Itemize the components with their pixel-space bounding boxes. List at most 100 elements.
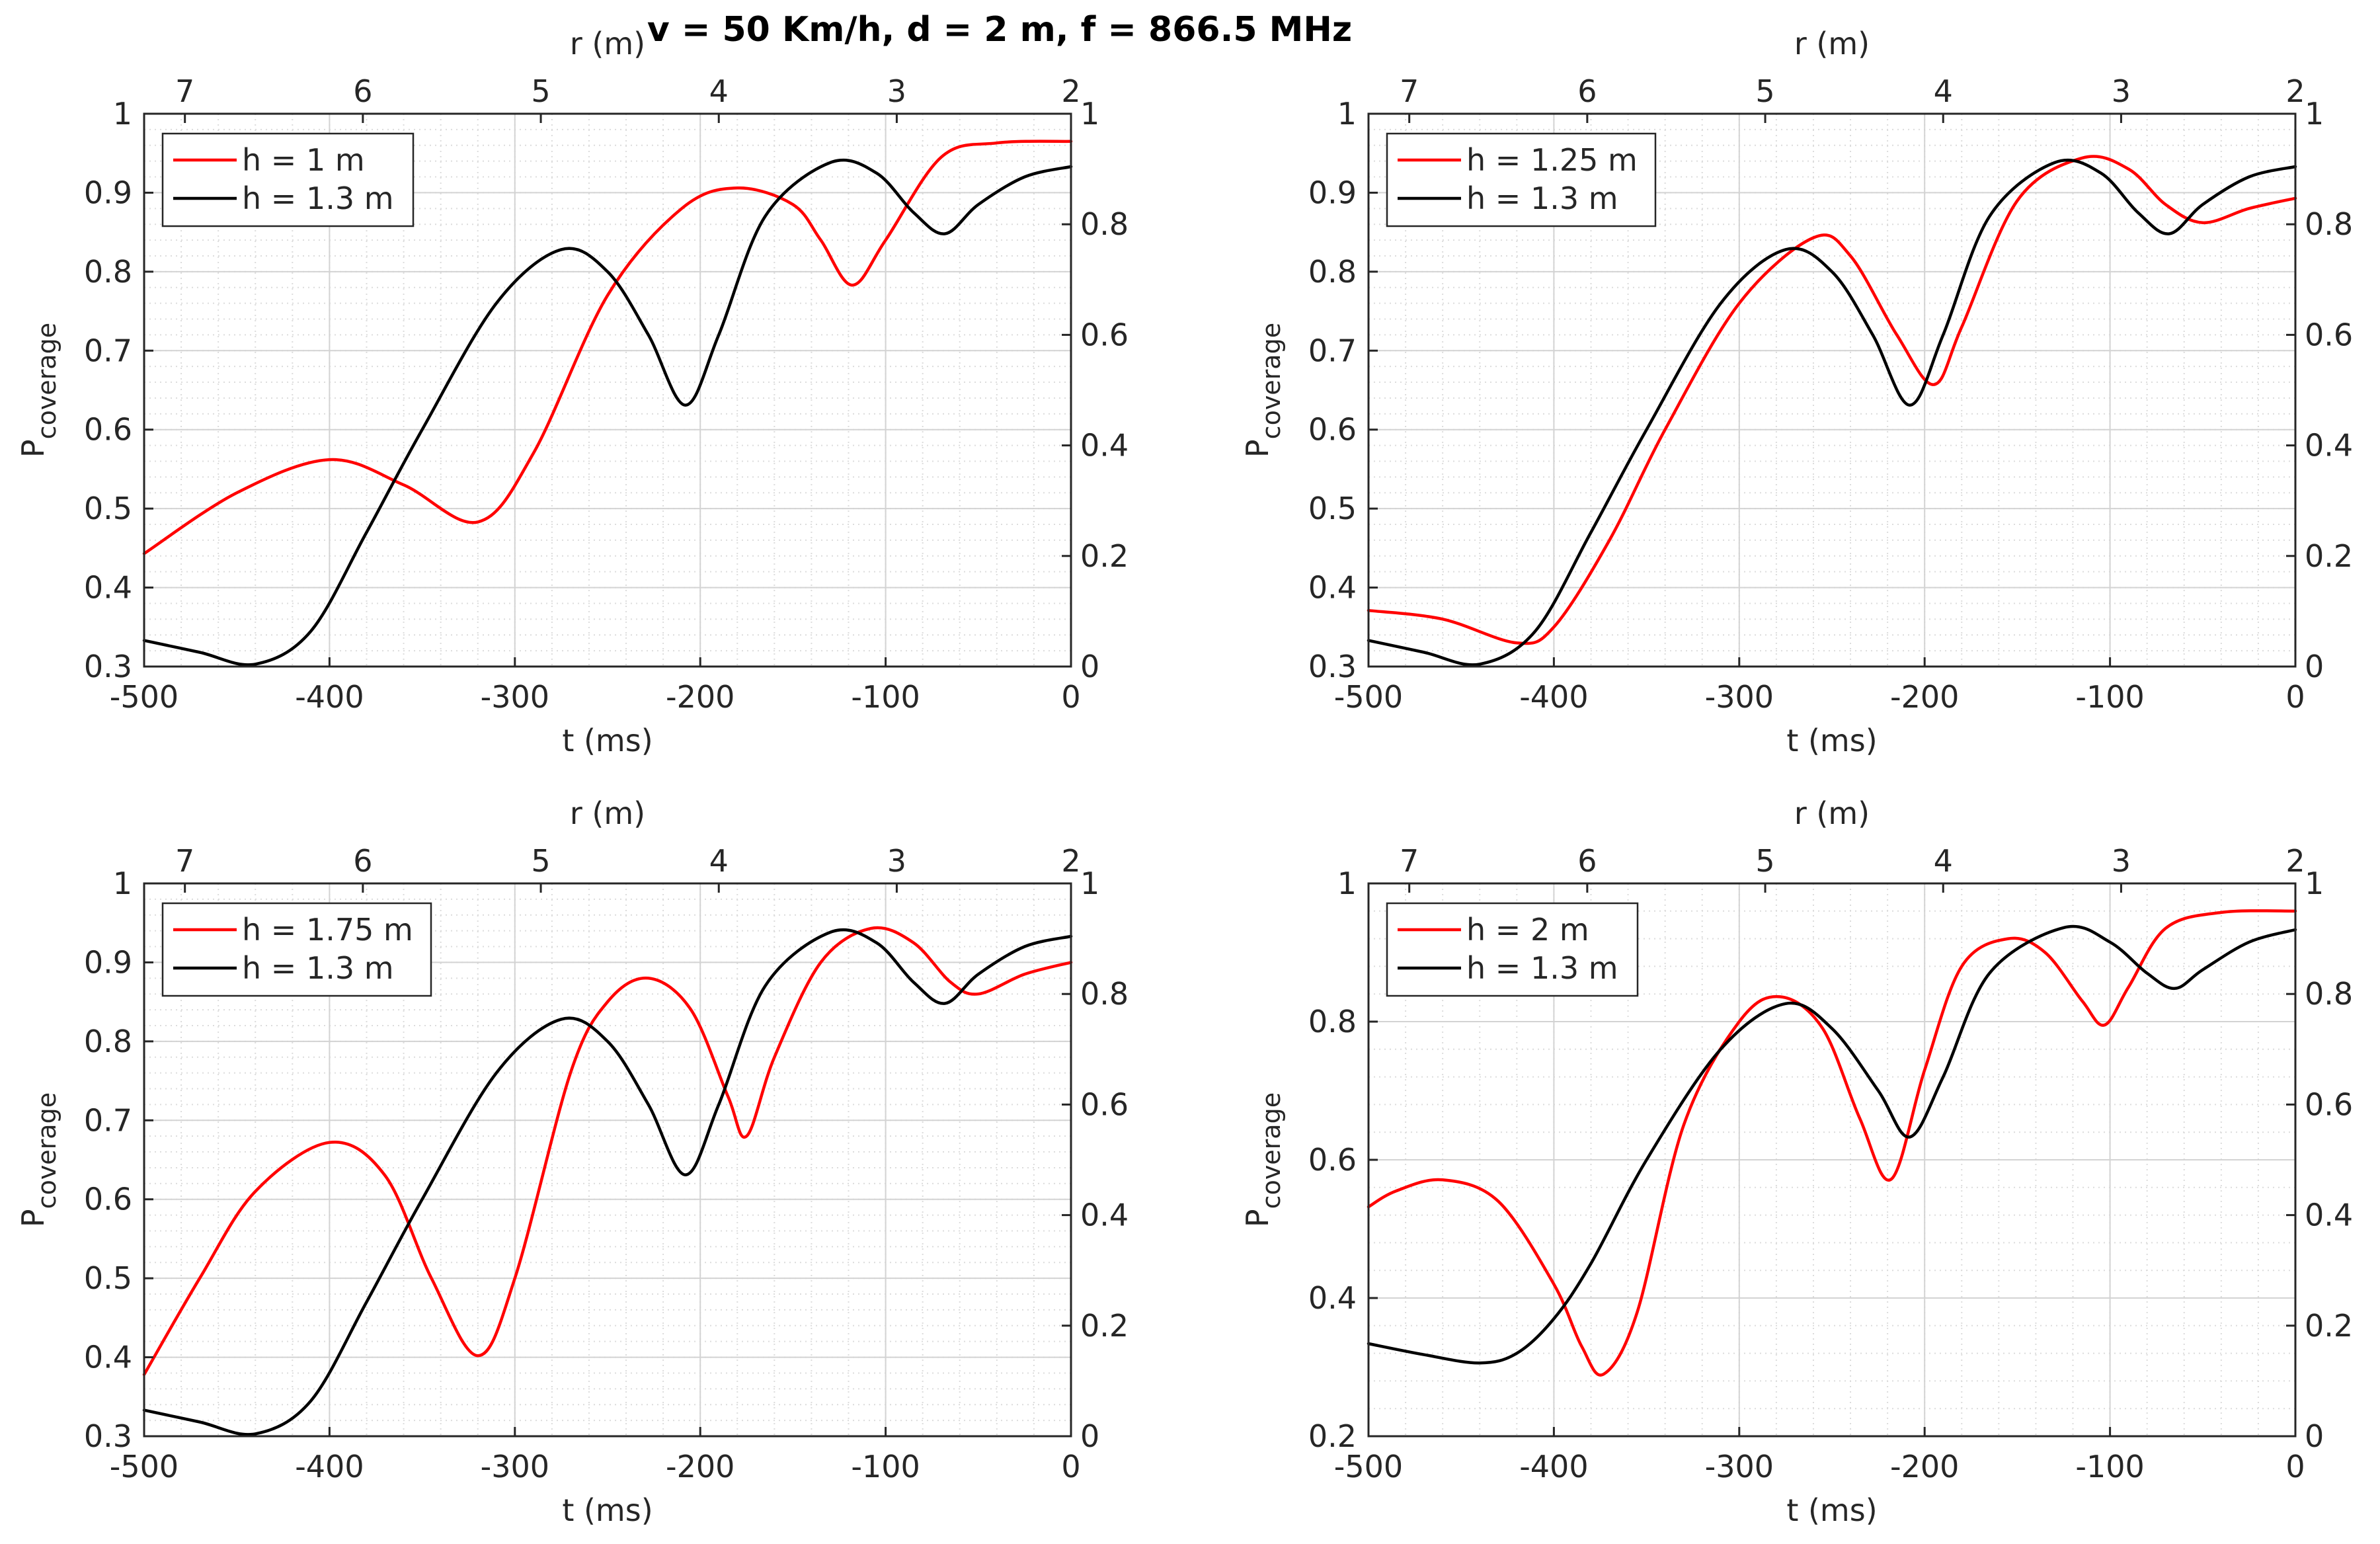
legend-label-1: h = 2 m bbox=[1466, 912, 1589, 948]
legend-label-2: h = 1.3 m bbox=[1466, 181, 1618, 216]
series-line-2 bbox=[1367, 924, 2297, 1365]
right-y-tick-label: 0.2 bbox=[2305, 1308, 2353, 1344]
top-x-tick-label: 3 bbox=[2112, 843, 2131, 879]
y-tick-label: 0.5 bbox=[84, 491, 132, 526]
subplot-3: -500 -400 -300 -200 -100 0 t (ms) 7 6 5 4 3 2 r (m) 0.… bbox=[15, 795, 1129, 1528]
top-x-tick-label: 3 bbox=[887, 843, 906, 879]
y-tick-label: 0.9 bbox=[84, 944, 132, 980]
subplot-4: -500 -400 -300 -200 -100 0 t (ms) 7 6 5 4 3 2 r (m) 0.… bbox=[1240, 795, 2353, 1528]
y-tick-label: 0.8 bbox=[1308, 254, 1357, 290]
x-tick-label: -200 bbox=[1890, 1449, 1959, 1484]
top-x-axis-label: r (m) bbox=[1794, 795, 1870, 831]
y-tick-label: 0.2 bbox=[1308, 1418, 1357, 1454]
right-y-tick-label: 0.8 bbox=[2305, 976, 2353, 1012]
y-tick-label: 1 bbox=[113, 866, 132, 901]
x-axis-top: 7 6 5 4 3 2 r (m) bbox=[175, 795, 1081, 893]
top-x-tick-label: 5 bbox=[531, 73, 550, 109]
series-group bbox=[142, 140, 1073, 667]
y-tick-label: 0.6 bbox=[84, 412, 132, 448]
x-axis-label: t (ms) bbox=[562, 723, 653, 758]
legend-label-1: h = 1 m bbox=[242, 142, 365, 178]
x-tick-label: 0 bbox=[2285, 679, 2305, 715]
y-tick-label: 0.7 bbox=[84, 333, 132, 368]
y-axis-label-main: P bbox=[15, 1209, 51, 1227]
top-x-tick-label: 7 bbox=[1400, 843, 1419, 879]
top-x-tick-label: 4 bbox=[1934, 73, 1953, 109]
x-tick-label: -300 bbox=[481, 679, 549, 715]
top-x-tick-label: 2 bbox=[2285, 843, 2305, 879]
x-tick-label: -400 bbox=[295, 679, 364, 715]
subplot-2: -500 -400 -300 -200 -100 0 t (ms) 7 6 5 4 3 2 r (m) 0.… bbox=[1240, 26, 2353, 758]
y-tick-label: 1 bbox=[113, 96, 132, 132]
top-x-tick-label: 4 bbox=[709, 843, 729, 879]
top-x-axis-label: r (m) bbox=[570, 795, 645, 831]
y-axis-label-subscript: coverage bbox=[1257, 323, 1286, 439]
axes-box bbox=[1367, 112, 2297, 668]
right-y-tick-label: 0.2 bbox=[1080, 1308, 1129, 1344]
x-axis-bottom: -500 -400 -300 -200 -100 0 t (ms) bbox=[1334, 1427, 2305, 1528]
right-y-tick-label: 0.2 bbox=[2305, 538, 2353, 574]
y-axis-label: Pcoverage bbox=[15, 1092, 61, 1227]
right-y-tick-label: 0.6 bbox=[1080, 317, 1129, 352]
y-axis-right: 0 0.2 0.4 0.6 0.8 1 bbox=[1062, 866, 1129, 1454]
legend-label-2: h = 1.3 m bbox=[1466, 950, 1618, 986]
y-axis-left: 0.3 0.4 0.5 0.6 0.7 0.8 0.9 1 Pcoverage bbox=[1240, 96, 1378, 684]
top-x-tick-label: 7 bbox=[1400, 73, 1419, 109]
x-tick-label: -400 bbox=[295, 1449, 364, 1484]
subplot-1: -500 -400 -300 -200 -100 0 t (ms) 7 6 5 4 3 2 r (m) 0.… bbox=[15, 26, 1129, 758]
legend-label-2: h = 1.3 m bbox=[242, 950, 394, 986]
right-y-tick-label: 1 bbox=[1080, 96, 1099, 132]
y-tick-label: 0.6 bbox=[1308, 412, 1357, 448]
top-x-tick-label: 4 bbox=[1934, 843, 1953, 879]
y-axis-right: 0 0.2 0.4 0.6 0.8 1 bbox=[2286, 866, 2353, 1454]
right-y-tick-label: 0.4 bbox=[1080, 428, 1129, 464]
y-tick-label: 0.6 bbox=[84, 1182, 132, 1217]
series-line-1 bbox=[142, 926, 1073, 1377]
y-axis-left: 0.3 0.4 0.5 0.6 0.7 0.8 0.9 1 Pcoverage bbox=[15, 96, 153, 684]
x-axis-top: 7 6 5 4 3 2 r (m) bbox=[1400, 795, 2305, 893]
x-tick-label: -300 bbox=[481, 1449, 549, 1484]
y-tick-label: 1 bbox=[1337, 96, 1357, 132]
y-axis-label-main: P bbox=[15, 439, 51, 458]
top-x-tick-label: 6 bbox=[353, 73, 372, 109]
x-axis-bottom: -500 -400 -300 -200 -100 0 t (ms) bbox=[110, 657, 1081, 758]
x-tick-label: -400 bbox=[1519, 679, 1588, 715]
x-tick-label: -100 bbox=[2075, 1449, 2144, 1484]
legend-label-2: h = 1.3 m bbox=[242, 181, 394, 216]
series-line-2 bbox=[142, 928, 1073, 1436]
series-group bbox=[142, 926, 1073, 1436]
x-tick-label: -300 bbox=[1705, 679, 1774, 715]
y-axis-label-main: P bbox=[1240, 439, 1275, 458]
series-group bbox=[1367, 155, 2297, 667]
x-tick-label: -200 bbox=[1890, 679, 1959, 715]
top-x-tick-label: 3 bbox=[2112, 73, 2131, 109]
y-tick-label: 0.8 bbox=[1308, 1004, 1357, 1039]
top-x-tick-label: 5 bbox=[1755, 73, 1774, 109]
y-tick-label: 0.7 bbox=[84, 1102, 132, 1138]
right-y-tick-label: 1 bbox=[1080, 866, 1099, 901]
x-tick-label: -100 bbox=[2075, 679, 2144, 715]
y-axis-label-subscript: coverage bbox=[1257, 1092, 1286, 1209]
y-axis-left: 0.3 0.4 0.5 0.6 0.7 0.8 0.9 1 Pcoverage bbox=[15, 866, 153, 1454]
top-x-tick-label: 4 bbox=[709, 73, 729, 109]
x-tick-label: -200 bbox=[666, 679, 734, 715]
y-tick-label: 0.4 bbox=[1308, 1280, 1357, 1316]
right-y-tick-label: 0 bbox=[2305, 649, 2324, 684]
x-tick-label: -200 bbox=[666, 1449, 734, 1484]
axes-box bbox=[143, 882, 1072, 1438]
right-y-tick-label: 0 bbox=[1080, 1418, 1099, 1454]
right-y-tick-label: 0 bbox=[2305, 1418, 2324, 1454]
y-tick-label: 0.9 bbox=[84, 175, 132, 210]
right-y-tick-label: 0.6 bbox=[2305, 1086, 2353, 1122]
right-y-tick-label: 0.8 bbox=[1080, 976, 1129, 1012]
top-x-axis-label: r (m) bbox=[570, 26, 645, 61]
right-y-tick-label: 0.2 bbox=[1080, 538, 1129, 574]
x-tick-label: -500 bbox=[1334, 1449, 1403, 1484]
x-tick-label: 0 bbox=[2285, 1449, 2305, 1484]
legend-box bbox=[161, 902, 432, 997]
x-axis-label: t (ms) bbox=[562, 1492, 653, 1528]
x-tick-label: -500 bbox=[110, 1449, 178, 1484]
x-tick-label: -400 bbox=[1519, 1449, 1588, 1484]
legend: h = 1.25 mh = 1.3 m bbox=[1386, 132, 1657, 227]
